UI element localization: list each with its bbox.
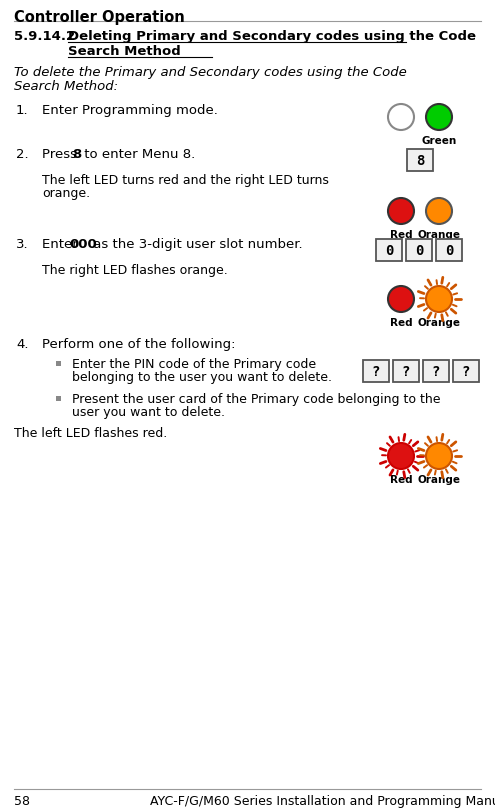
Text: 8: 8 [72, 148, 81, 161]
Text: Enter: Enter [42, 238, 82, 251]
Text: 0: 0 [385, 243, 393, 258]
Circle shape [388, 444, 414, 470]
Text: To delete the Primary and Secondary codes using the Code: To delete the Primary and Secondary code… [14, 66, 407, 79]
Text: 3.: 3. [16, 238, 29, 251]
Text: Controller Operation: Controller Operation [14, 10, 185, 25]
Text: ?: ? [372, 365, 380, 379]
Text: belonging to the user you want to delete.: belonging to the user you want to delete… [72, 371, 332, 384]
FancyBboxPatch shape [376, 240, 402, 262]
Circle shape [426, 199, 452, 225]
Text: Red: Red [390, 318, 412, 328]
FancyBboxPatch shape [423, 361, 449, 383]
Text: user you want to delete.: user you want to delete. [72, 406, 225, 418]
Text: Enter Programming mode.: Enter Programming mode. [42, 104, 218, 117]
Text: ?: ? [462, 365, 470, 379]
Text: 0: 0 [415, 243, 423, 258]
Text: 2.: 2. [16, 148, 29, 161]
Text: Perform one of the following:: Perform one of the following: [42, 337, 236, 350]
Text: AYC-F/G/M60 Series Installation and Programming Manual: AYC-F/G/M60 Series Installation and Prog… [150, 794, 495, 807]
Circle shape [388, 199, 414, 225]
Text: 4.: 4. [16, 337, 29, 350]
Text: to enter Menu 8.: to enter Menu 8. [80, 148, 195, 161]
Text: 8: 8 [416, 154, 424, 168]
Text: Search Method:: Search Method: [14, 80, 118, 93]
Text: The left LED turns red and the right LED turns: The left LED turns red and the right LED… [42, 174, 329, 187]
Text: Press: Press [42, 148, 81, 161]
Text: as the 3-digit user slot number.: as the 3-digit user slot number. [89, 238, 302, 251]
FancyBboxPatch shape [436, 240, 462, 262]
Text: 000: 000 [69, 238, 97, 251]
FancyBboxPatch shape [56, 397, 61, 401]
Circle shape [426, 286, 452, 312]
Text: Red: Red [390, 474, 412, 484]
Text: Orange: Orange [417, 230, 460, 240]
Circle shape [426, 444, 452, 470]
Circle shape [388, 105, 414, 131]
Text: The right LED flashes orange.: The right LED flashes orange. [42, 264, 228, 277]
Text: Search Method: Search Method [68, 45, 181, 58]
Text: orange.: orange. [42, 187, 90, 200]
Text: Red: Red [390, 230, 412, 240]
Text: 5.9.14.2: 5.9.14.2 [14, 30, 75, 43]
Text: 58: 58 [14, 794, 30, 807]
Text: Orange: Orange [417, 318, 460, 328]
Text: ?: ? [432, 365, 440, 379]
FancyBboxPatch shape [453, 361, 479, 383]
Text: 1.: 1. [16, 104, 29, 117]
Text: Present the user card of the Primary code belonging to the: Present the user card of the Primary cod… [72, 393, 441, 406]
Text: Enter the PIN code of the Primary code: Enter the PIN code of the Primary code [72, 358, 316, 371]
FancyBboxPatch shape [393, 361, 419, 383]
Circle shape [388, 286, 414, 312]
FancyBboxPatch shape [406, 240, 432, 262]
Text: Green: Green [421, 135, 456, 146]
Circle shape [426, 105, 452, 131]
FancyBboxPatch shape [407, 150, 433, 172]
Text: 0: 0 [445, 243, 453, 258]
Text: Deleting Primary and Secondary codes using the Code: Deleting Primary and Secondary codes usi… [68, 30, 476, 43]
FancyBboxPatch shape [363, 361, 389, 383]
Text: ?: ? [402, 365, 410, 379]
FancyBboxPatch shape [56, 362, 61, 367]
Text: The left LED flashes red.: The left LED flashes red. [14, 427, 167, 440]
Text: Orange: Orange [417, 474, 460, 484]
